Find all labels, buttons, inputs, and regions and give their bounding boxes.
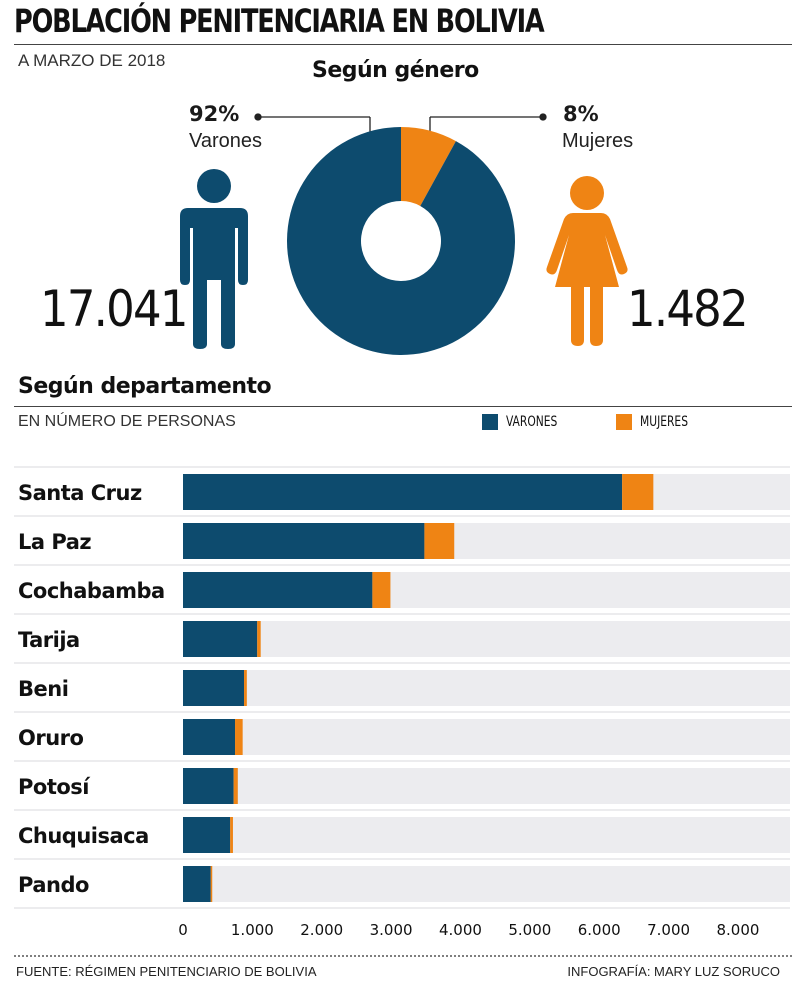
donut-slice-mujeres — [401, 127, 456, 206]
legend-men-swatch — [482, 414, 498, 430]
footer-dotted-rule — [14, 955, 794, 957]
women-percent: 8% — [563, 102, 599, 126]
legend-women-swatch — [616, 414, 632, 430]
title-rule — [14, 44, 792, 45]
bar-mujeres — [424, 523, 455, 559]
x-tick-label: 6.000 — [578, 921, 621, 939]
department-rule — [14, 406, 792, 407]
men-callout-dot — [254, 113, 262, 121]
men-count: 17.041 — [40, 280, 188, 338]
bar-varones — [183, 719, 236, 755]
bar-varones — [183, 817, 231, 853]
x-tick-label: 7.000 — [647, 921, 690, 939]
bar-mujeres — [622, 474, 654, 510]
bar-mujeres — [233, 768, 238, 804]
category-label: Pando — [18, 873, 89, 897]
bar-varones — [183, 572, 373, 608]
man-icon — [180, 169, 248, 349]
men-percent: 92% — [189, 102, 240, 126]
date-subtitle: A MARZO DE 2018 — [18, 51, 166, 70]
page-title: POBLACIÓN PENITENCIARIA EN BOLIVIA — [14, 2, 545, 40]
gender-section-title: Según género — [312, 58, 479, 83]
bar-track — [183, 866, 790, 902]
bar-track — [183, 670, 790, 706]
bar-track — [183, 768, 790, 804]
bar-varones — [183, 474, 623, 510]
x-tick-label: 3.000 — [370, 921, 413, 939]
bar-varones — [183, 523, 425, 559]
bar-varones — [183, 621, 258, 657]
bar-varones — [183, 768, 234, 804]
category-label: La Paz — [18, 530, 91, 554]
department-bar-chart: Santa Cruz La Paz Cochabamba Tarija Beni Orur… — [14, 466, 790, 939]
legend-women: MUJERES — [616, 414, 696, 430]
men-label: Varones — [189, 130, 263, 152]
women-count: 1.482 — [627, 280, 749, 338]
department-section-title: Según departamento — [18, 374, 272, 399]
legend-women-label: MUJERES — [640, 414, 688, 430]
category-label: Oruro — [18, 726, 84, 750]
bar-varones — [183, 866, 211, 902]
bar-mujeres — [210, 866, 213, 902]
bar-mujeres — [372, 572, 391, 608]
x-tick-label: 2.000 — [300, 921, 343, 939]
legend-men: VARONES — [482, 414, 566, 430]
category-label: Chuquisaca — [18, 824, 149, 848]
category-label: Tarija — [18, 628, 80, 652]
category-label: Beni — [18, 677, 68, 701]
x-tick-label: 5.000 — [508, 921, 551, 939]
women-label: Mujeres — [562, 130, 634, 152]
women-callout-dot — [539, 113, 547, 121]
gender-donut-chart — [287, 127, 515, 355]
bar-varones — [183, 670, 245, 706]
department-subtitle: EN NÚMERO DE PERSONAS — [18, 413, 236, 430]
x-tick-label: 4.000 — [439, 921, 482, 939]
x-tick-label: 8.000 — [716, 921, 759, 939]
category-label: Santa Cruz — [18, 481, 142, 505]
donut-slice-varones — [287, 127, 515, 355]
category-label: Cochabamba — [18, 579, 165, 603]
bar-track — [183, 719, 790, 755]
x-tick-label: 0 — [178, 921, 188, 939]
legend-men-label: VARONES — [506, 414, 558, 430]
source-note: FUENTE: RÉGIMEN PENITENCIARIO DE BOLIVIA — [16, 964, 317, 979]
bar-mujeres — [257, 621, 261, 657]
bar-mujeres — [244, 670, 247, 706]
bar-track — [183, 817, 790, 853]
credit-note: INFOGRAFÍA: MARY LUZ SORUCO — [567, 964, 780, 979]
bar-mujeres — [230, 817, 233, 853]
bar-mujeres — [235, 719, 243, 755]
woman-icon — [546, 176, 628, 346]
category-label: Potosí — [18, 775, 91, 799]
x-tick-label: 1.000 — [231, 921, 274, 939]
bar-track — [183, 621, 790, 657]
